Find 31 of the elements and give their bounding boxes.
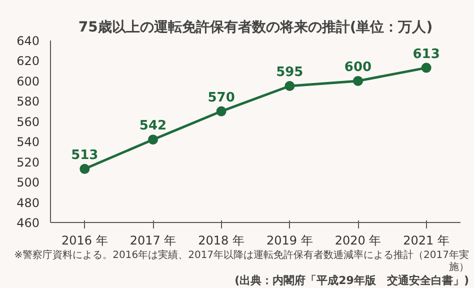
data-label: 595 xyxy=(276,65,304,80)
point xyxy=(421,62,432,73)
y-tick-label: 600 xyxy=(16,74,40,88)
x-tick-label: 2019 年 xyxy=(266,234,313,248)
point xyxy=(353,76,363,86)
text: ※警察庁資料による。2016年は実績、2017年以降は運転免許保有者数逓減率による推計（2017年実施） xyxy=(5,250,469,274)
y-tick-label: 540 xyxy=(16,135,40,150)
point xyxy=(148,134,158,145)
x-tick-label: 2021 年 xyxy=(403,234,450,248)
y-tick-label: 560 xyxy=(16,114,40,129)
y-tick-label: 500 xyxy=(16,176,40,190)
chart-title: 75歳以上の運転免許保有者数の将来の推計(単位：万人) xyxy=(78,18,433,36)
y-tick-label: 640 xyxy=(16,34,40,48)
text: (出典：内閣府「平成29年版 交通安全白書」) xyxy=(234,274,469,288)
x-tick-label: 2018 年 xyxy=(198,234,245,248)
point xyxy=(284,81,295,91)
data-label: 542 xyxy=(139,118,167,134)
y-tick-label: 520 xyxy=(16,155,40,170)
y-tick-label: 580 xyxy=(16,94,40,109)
y-tick-label: 480 xyxy=(16,196,40,210)
data-label: 570 xyxy=(208,90,235,106)
y-tick-label: 620 xyxy=(16,54,40,68)
point xyxy=(216,106,226,116)
point xyxy=(80,164,90,174)
data-label: 600 xyxy=(344,60,372,75)
x-tick-label: 2017 年 xyxy=(130,234,176,248)
data-label: 513 xyxy=(71,148,98,163)
data-label: 613 xyxy=(412,46,440,62)
x-tick-label: 2016 年 xyxy=(61,234,108,248)
x-tick-label: 2020 年 xyxy=(334,234,382,248)
y-tick-label: 460 xyxy=(16,216,40,230)
